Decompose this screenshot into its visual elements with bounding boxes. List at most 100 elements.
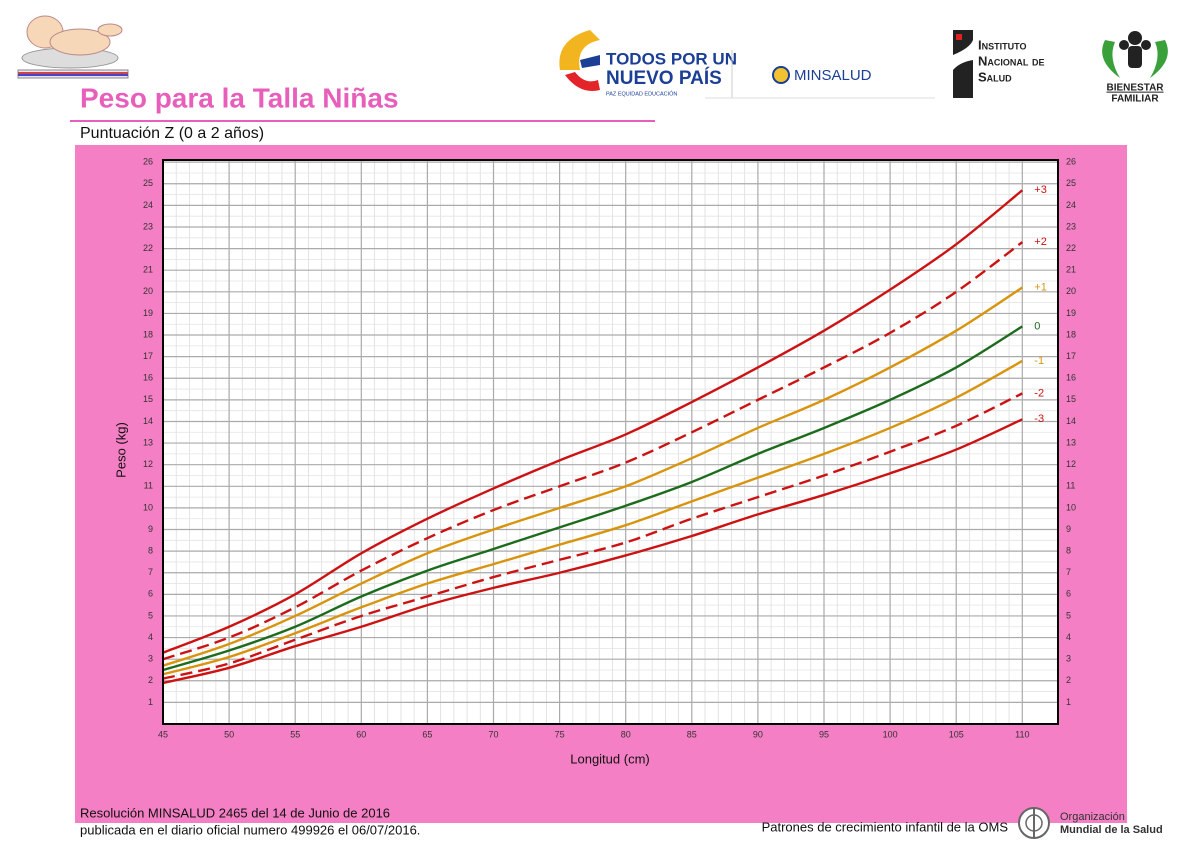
logo-todos: TODOS POR UN NUEVO PAÍS PAZ EQUIDAD EDUC… <box>559 30 737 97</box>
y-tick-label-right: 22 <box>1066 243 1076 253</box>
y-tick-label-right: 17 <box>1066 351 1076 361</box>
series-line <box>162 189 1024 654</box>
y-tick-label-right: 26 <box>1066 157 1076 167</box>
x-tick-label: 70 <box>488 729 498 739</box>
series-line <box>162 241 1024 661</box>
x-axis-label: Longitud (cm) <box>570 751 649 766</box>
y-tick-label: 20 <box>143 286 153 296</box>
x-tick-label: 110 <box>1015 729 1029 739</box>
y-tick-label: 5 <box>148 610 153 620</box>
y-tick-label: 16 <box>143 373 153 383</box>
y-tick-label-right: 18 <box>1066 329 1076 339</box>
series-label: +3 <box>1034 184 1047 196</box>
logo-ins: Instituto Nacional de Salud <box>953 30 1045 98</box>
y-tick-label: 11 <box>144 481 153 491</box>
y-tick-label-right: 13 <box>1066 437 1076 447</box>
logo-text: BIENESTAR <box>1106 83 1164 94</box>
y-tick-label: 12 <box>143 459 153 469</box>
series-label: +1 <box>1034 281 1047 293</box>
series-label: -3 <box>1034 413 1044 425</box>
series-line <box>162 392 1023 680</box>
y-tick-label-right: 25 <box>1066 178 1076 188</box>
y-tick-label-right: 7 <box>1066 567 1071 577</box>
footer-text: Resolución MINSALUD 2465 del 14 de Junio… <box>80 805 390 820</box>
y-tick-label: 10 <box>143 502 153 512</box>
logo-icbf: BIENESTAR FAMILIAR <box>1102 31 1168 105</box>
y-tick-label-right: 2 <box>1066 675 1071 685</box>
x-tick-label: 105 <box>949 729 964 739</box>
logo-text: PAZ EQUIDAD EDUCACIÓN <box>606 90 677 97</box>
y-tick-label: 19 <box>143 308 153 318</box>
y-tick-label: 25 <box>143 178 153 188</box>
y-tick-label: 26 <box>143 157 153 167</box>
y-tick-label: 2 <box>148 675 153 685</box>
y-tick-label-right: 5 <box>1066 610 1071 620</box>
series-label: +2 <box>1034 236 1047 248</box>
series-layer <box>162 189 1024 685</box>
logo-text: Salud <box>978 69 1012 84</box>
y-tick-label-right: 14 <box>1066 416 1076 426</box>
y-tick-label: 17 <box>143 351 153 361</box>
footer-text: Patrones de crecimiento infantil de la O… <box>762 819 1009 834</box>
y-tick-label-right: 23 <box>1066 221 1076 231</box>
series-line <box>162 286 1023 667</box>
series-line <box>162 359 1023 676</box>
y-tick-label: 6 <box>148 589 153 599</box>
x-tick-label: 80 <box>621 729 631 739</box>
series-line <box>162 418 1023 685</box>
y-tick-label: 13 <box>143 437 153 447</box>
y-tick-label: 15 <box>143 394 153 404</box>
y-tick-label-right: 9 <box>1066 524 1071 534</box>
y-tick-label-right: 20 <box>1066 286 1076 296</box>
y-tick-label: 3 <box>148 654 153 664</box>
x-tick-label: 85 <box>687 729 697 739</box>
y-tick-label: 7 <box>148 567 153 577</box>
x-tick-label: 75 <box>555 729 565 739</box>
y-tick-label-right: 12 <box>1066 459 1076 469</box>
y-tick-label: 1 <box>148 697 153 707</box>
y-tick-label-right: 4 <box>1066 632 1071 642</box>
y-tick-label: 4 <box>148 632 153 642</box>
y-tick-label: 21 <box>143 265 153 275</box>
logo-text: Nacional de <box>978 53 1045 68</box>
y-tick-label-right: 8 <box>1066 546 1071 556</box>
logo-text: FAMILIAR <box>1111 94 1159 105</box>
y-tick-label-right: 11 <box>1066 481 1075 491</box>
y-tick-label-right: 6 <box>1066 589 1071 599</box>
plot-frame <box>162 159 1059 725</box>
footer-text: publicada en el diario oficial numero 49… <box>80 822 420 837</box>
logo-text: MINSALUD <box>794 67 872 84</box>
logo-text: TODOS POR UN <box>606 49 737 68</box>
y-tick-label-right: 24 <box>1066 200 1076 210</box>
y-tick-label-right: 10 <box>1066 502 1076 512</box>
x-tick-label: 95 <box>819 729 829 739</box>
baby-illustration <box>17 15 129 79</box>
x-tick-label: 60 <box>356 729 366 739</box>
series-label: -2 <box>1034 387 1044 399</box>
series-label: -1 <box>1034 355 1044 367</box>
y-tick-label: 9 <box>148 524 153 534</box>
y-axis-label: Peso (kg) <box>113 422 128 478</box>
x-tick-label: 100 <box>883 729 898 739</box>
page-title: Peso para la Talla Niñas <box>80 82 399 113</box>
y-tick-label: 8 <box>148 546 153 556</box>
series-line <box>162 325 1023 672</box>
y-tick-label-right: 1 <box>1066 697 1071 707</box>
y-tick-label-right: 19 <box>1066 308 1076 318</box>
y-tick-label-right: 3 <box>1066 654 1071 664</box>
x-tick-label: 45 <box>158 729 168 739</box>
y-tick-label: 18 <box>143 329 153 339</box>
logo-text: Instituto <box>978 37 1026 52</box>
logo-minsalud: MINSALUD <box>772 66 872 84</box>
y-tick-label-right: 15 <box>1066 394 1076 404</box>
y-tick-label: 23 <box>143 221 153 231</box>
x-tick-label: 50 <box>224 729 234 739</box>
y-tick-label-right: 21 <box>1066 265 1076 275</box>
logo-text: Mundial de la Salud <box>1060 824 1163 836</box>
page-subtitle: Puntuación Z (0 a 2 años) <box>80 125 264 142</box>
y-tick-label: 24 <box>143 200 153 210</box>
x-tick-label: 65 <box>422 729 432 739</box>
x-tick-label: 90 <box>753 729 763 739</box>
